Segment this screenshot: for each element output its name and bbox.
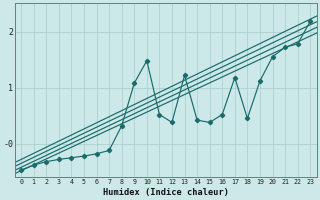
X-axis label: Humidex (Indice chaleur): Humidex (Indice chaleur)	[103, 188, 229, 197]
